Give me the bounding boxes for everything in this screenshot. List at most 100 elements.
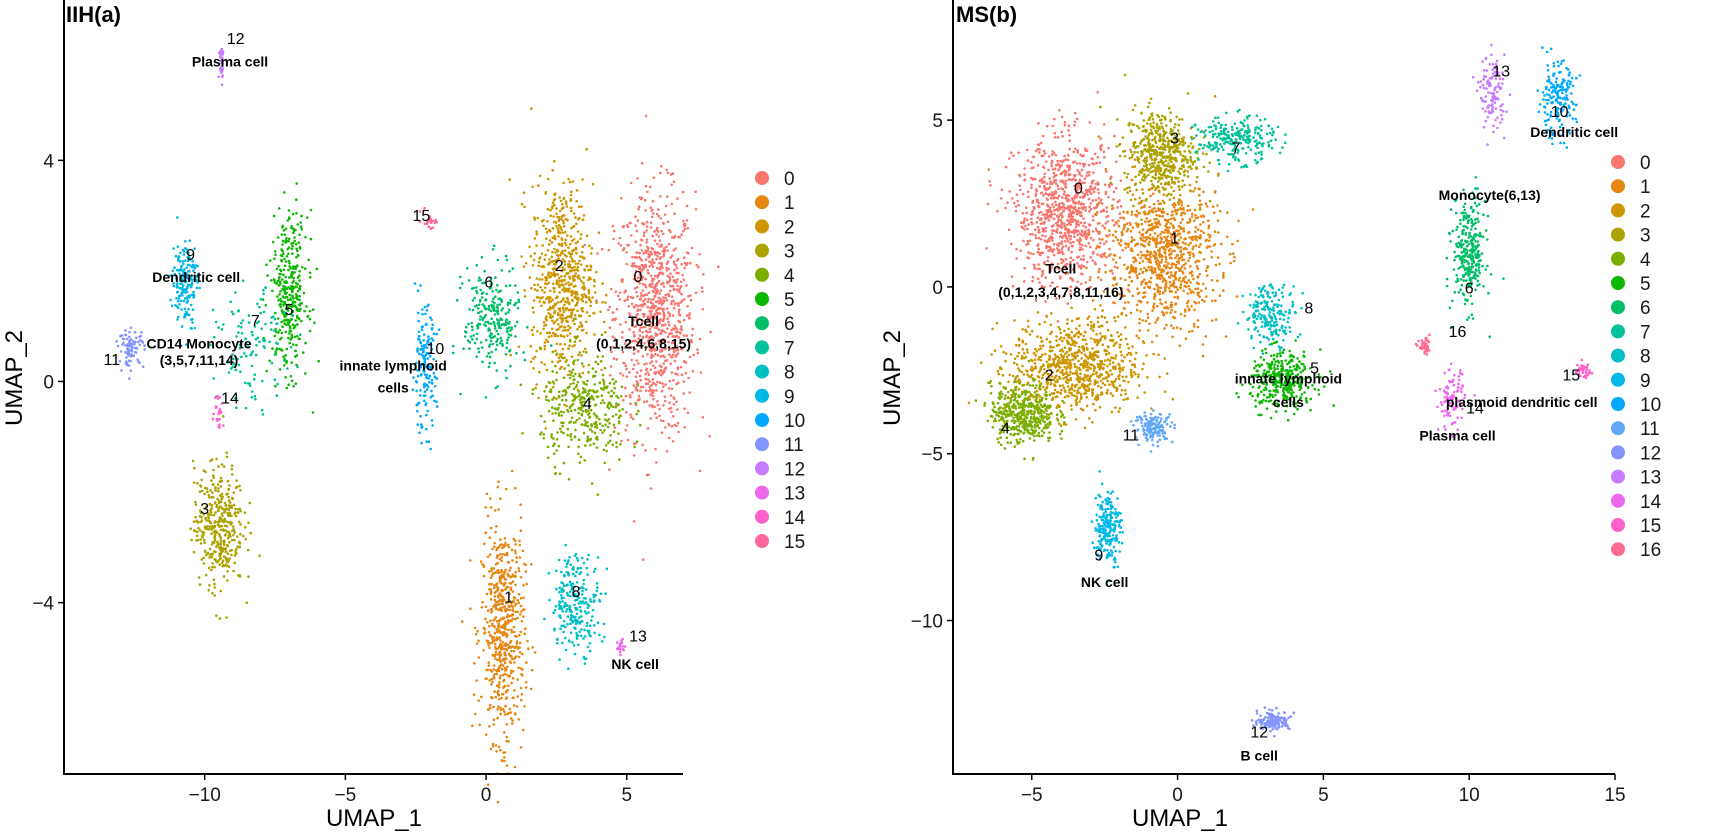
cluster-label: 4 [583,396,592,413]
data-point [563,225,566,228]
data-point [507,308,511,312]
data-point [283,364,286,367]
data-point [558,586,561,590]
data-point [560,242,564,246]
data-point [221,495,224,499]
data-point [571,399,575,403]
data-point [242,534,245,538]
data-point [223,564,226,568]
data-point [563,230,567,234]
data-point [649,330,652,334]
data-point [649,388,652,391]
data-point [553,234,556,238]
data-point [225,543,229,547]
data-point [262,288,265,292]
data-point [664,323,667,326]
data-point [692,353,695,357]
y-tick-label: 4 [43,151,54,172]
data-point [687,376,690,380]
data-point [474,632,478,636]
data-point [576,567,580,571]
data-point [254,338,258,341]
data-point [547,381,551,384]
legend-label: 5 [784,290,795,311]
data-point [661,319,664,322]
data-point [553,452,556,456]
data-point [670,302,673,306]
data-point [1087,197,1091,201]
data-point [562,310,566,314]
data-point [546,220,549,223]
data-point [585,439,589,443]
data-point [645,367,648,371]
data-point [485,677,488,680]
data-point [679,285,683,288]
data-point [280,336,283,340]
data-point [1073,120,1077,124]
data-point [279,302,283,306]
data-point [484,733,488,736]
data-point [582,404,585,408]
data-point [214,396,217,400]
data-point [506,665,509,669]
data-point [213,558,216,561]
data-point [301,265,304,269]
data-point [261,298,265,301]
data-point [548,598,551,602]
data-point [511,580,515,583]
data-point [540,219,544,223]
data-point [414,380,418,383]
data-point [466,339,470,342]
data-point [652,286,656,290]
data-point [220,83,224,86]
data-point [217,465,220,468]
data-point [184,343,188,346]
data-point [554,259,557,263]
data-point [186,299,189,303]
data-point [1049,196,1053,200]
data-point [286,247,290,251]
data-point [582,288,586,291]
data-point [131,346,134,350]
data-point [1050,164,1054,168]
data-point [178,303,181,306]
data-point [630,324,634,327]
data-point [560,313,564,316]
data-point [554,349,557,353]
data-point [419,389,422,392]
data-point [550,241,554,244]
data-point [507,684,510,687]
data-point [419,341,423,345]
data-point [636,295,639,298]
data-point [546,445,550,449]
data-point [670,254,674,257]
data-point [552,215,555,218]
data-point [491,653,495,657]
data-point [615,402,618,405]
data-point [493,625,496,628]
data-point [593,383,597,386]
data-point [1156,199,1160,203]
data-point [645,220,649,224]
data-point [503,537,507,540]
data-point [1037,247,1040,251]
data-point [557,558,561,562]
data-point [655,309,658,313]
data-point [568,277,572,280]
data-point [509,639,513,643]
data-point [504,322,507,326]
data-point [639,297,642,301]
data-point [289,297,292,300]
data-point [615,394,618,398]
data-point [504,312,508,316]
data-point [428,354,432,358]
data-point [669,347,673,350]
data-point [426,409,429,413]
data-point [293,271,296,274]
data-point [651,215,654,219]
data-point [183,280,187,284]
data-point [291,244,294,248]
data-point [292,276,296,280]
data-point [1091,215,1095,218]
